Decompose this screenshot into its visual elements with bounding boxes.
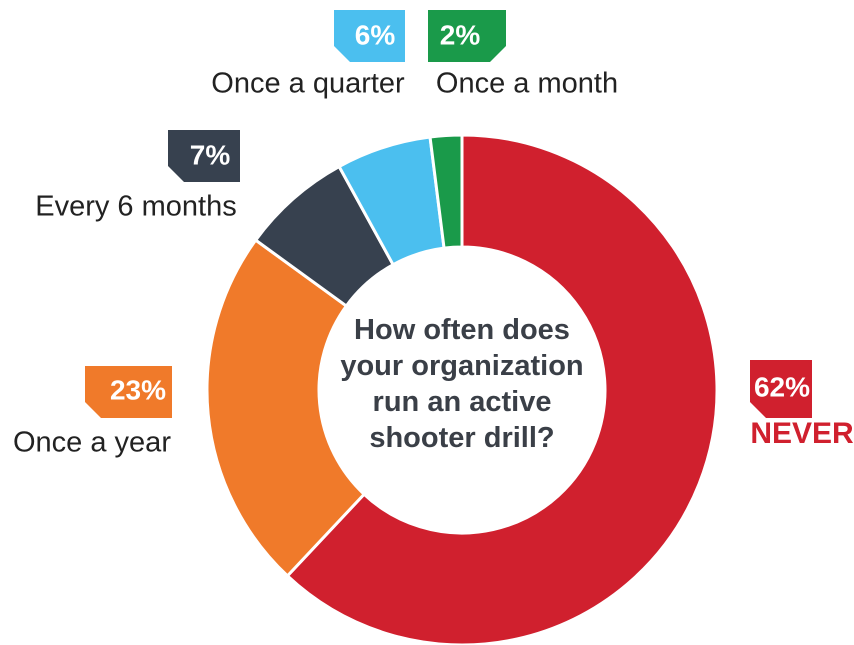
chart-title: How often does your organization run an … — [340, 314, 584, 454]
value-label: 2% — [440, 19, 481, 50]
donut-segment — [285, 133, 719, 645]
value-label: 7% — [190, 139, 231, 170]
value-badge — [168, 130, 240, 182]
category-label: Once a month — [436, 68, 618, 100]
value-label: 6% — [355, 19, 396, 50]
donut-segment — [428, 133, 464, 250]
value-label: 23% — [110, 374, 166, 405]
category-label: NEVER — [750, 417, 854, 450]
value-badge — [750, 360, 812, 418]
category-label: Once a quarter — [211, 68, 405, 100]
value-badge — [428, 10, 506, 62]
donut-segment — [205, 238, 367, 579]
value-badge — [334, 10, 405, 62]
category-label: Every 6 months — [35, 191, 236, 223]
value-badge — [85, 366, 172, 418]
value-label: 62% — [754, 371, 810, 402]
category-label: Once a year — [13, 427, 171, 459]
